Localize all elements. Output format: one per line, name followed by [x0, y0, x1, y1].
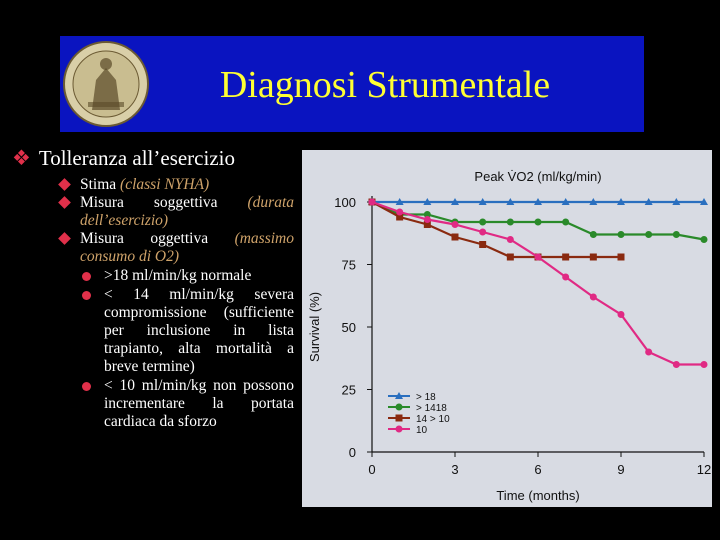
data-point [617, 253, 625, 261]
data-point [506, 218, 514, 226]
subitem-text: < 14 ml/min/kg severa compromissione (su… [104, 286, 294, 375]
diamond-bullet-icon: ❖ [12, 146, 31, 170]
x-tick-label: 6 [534, 462, 541, 477]
data-point [562, 273, 570, 281]
legend-label: > 1418 [416, 403, 447, 414]
data-point [617, 198, 625, 205]
data-point [700, 198, 708, 205]
diamond-bullet-icon [58, 232, 71, 245]
legend-label: > 18 [416, 392, 436, 403]
y-tick-label: 100 [334, 195, 356, 210]
y-tick-label: 25 [342, 383, 356, 398]
legend-label: 10 [416, 425, 428, 436]
data-point [562, 218, 570, 226]
item-text: Misura oggettiva [80, 230, 235, 247]
y-axis-label: Survival (%) [307, 292, 322, 362]
data-point [562, 253, 570, 261]
data-point [451, 198, 459, 205]
data-point [534, 218, 542, 226]
dot-bullet-icon [82, 382, 91, 391]
title-box [60, 36, 644, 132]
list-subitem: < 14 ml/min/kg severa compromissione (su… [60, 286, 294, 376]
item-emphasis: (durata dell’esercizio) [80, 194, 294, 229]
x-tick-label: 12 [697, 462, 711, 477]
data-point [700, 236, 708, 243]
item-emphasis: (classi NYHA) [120, 176, 210, 193]
data-point [478, 198, 487, 205]
y-tick-label: 50 [342, 320, 356, 335]
item-text: Misura soggettiva [80, 194, 248, 211]
data-point [368, 198, 376, 206]
list-subitem: >18 ml/min/kg normale [60, 267, 294, 285]
data-point [644, 198, 653, 205]
data-point [423, 198, 432, 205]
seal-logo [63, 41, 149, 127]
data-point [506, 236, 514, 243]
dot-bullet-icon [82, 272, 91, 281]
survival-chart: Peak V̇O2 (ml/kg/min) 0 25 50 75 100 0 3 6 9 12 Tim… [307, 169, 711, 503]
x-axis-label: Time (months) [496, 488, 579, 503]
legend-label: 14 > 10 [416, 414, 450, 425]
data-point [589, 293, 597, 301]
data-point [395, 198, 404, 205]
main-bullet: ❖ Tolleranza all’esercizio [12, 146, 235, 171]
data-point [561, 198, 570, 205]
data-point [423, 211, 431, 218]
series-line [371, 201, 621, 259]
data-point [506, 198, 515, 205]
data-point [617, 231, 625, 238]
data-point [479, 241, 487, 248]
data-point [423, 216, 431, 223]
data-point [589, 231, 597, 238]
data-point [396, 213, 404, 221]
data-point [506, 253, 514, 261]
main-bullet-text: Tolleranza all’esercizio [38, 146, 235, 170]
data-point [451, 233, 459, 241]
x-tick-label: 0 [368, 462, 375, 477]
item-text: Stima [80, 176, 121, 193]
y-tick-label: 0 [349, 445, 356, 460]
data-point [645, 231, 653, 238]
dot-bullet-icon [82, 291, 91, 300]
diamond-bullet-icon [58, 196, 71, 209]
data-point [423, 221, 431, 228]
x-tick-label: 9 [617, 462, 624, 477]
list-item: Misura oggettiva (massimo consumo di O2) [58, 230, 294, 266]
data-point [672, 231, 680, 238]
subitem-text: >18 ml/min/kg normale [104, 267, 252, 284]
chart-title: Peak V̇O2 (ml/kg/min) [474, 169, 601, 184]
data-point [395, 425, 403, 433]
data-point [617, 311, 625, 318]
series-line [371, 200, 704, 366]
x-tick-label: 3 [451, 462, 458, 477]
subitem-text: < 10 ml/min/kg non possono incrementare … [104, 377, 294, 430]
data-point [479, 228, 487, 236]
slide-title: Diagnosi Strumentale [219, 64, 551, 106]
data-point [645, 348, 653, 356]
data-point [451, 221, 459, 228]
list-item: Misura soggettiva (durata dell’esercizio… [58, 194, 294, 230]
data-point [534, 253, 542, 261]
sub-list: Stima (classi NYHA) Misura soggettiva (d… [58, 176, 294, 431]
list-item: Stima (classi NYHA) [58, 176, 294, 194]
item-emphasis: (massimo consumo di O2) [80, 230, 294, 265]
data-point [396, 208, 404, 216]
list-subitem: < 10 ml/min/kg non possono incrementare … [60, 377, 294, 431]
data-point [672, 198, 681, 205]
data-point [395, 403, 403, 411]
y-tick-label: 75 [342, 258, 356, 273]
data-point [672, 361, 680, 368]
data-point [395, 392, 403, 399]
chart-panel: Peak V̇O2 (ml/kg/min) 0 25 50 75 100 0 3 6 9 12 Tim… [302, 150, 712, 507]
data-point [589, 198, 598, 205]
diamond-bullet-icon [58, 178, 71, 191]
data-point [700, 361, 708, 368]
data-point [589, 253, 597, 261]
data-point [395, 414, 403, 422]
data-point [479, 218, 487, 226]
data-point [534, 198, 542, 205]
